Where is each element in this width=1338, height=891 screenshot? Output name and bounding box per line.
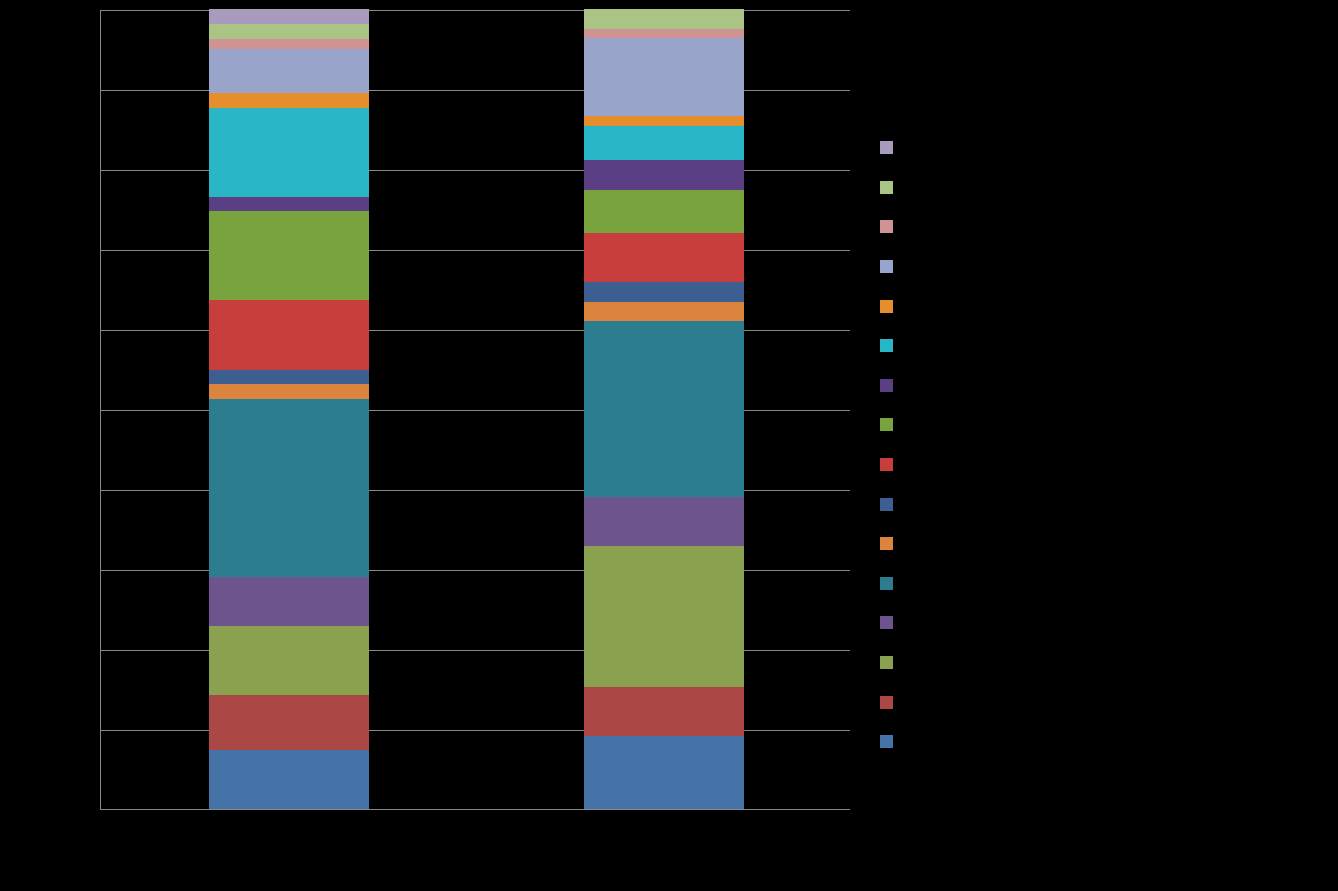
legend-label: Academic and intellectual development: [903, 496, 1111, 512]
segment: [209, 626, 369, 695]
legend-item: Networking: [880, 338, 1300, 354]
legend-swatch: [880, 300, 893, 313]
y-tick-label: 100%: [65, 4, 101, 16]
segment: [209, 197, 369, 212]
legend-item: Academic and intellectual development: [880, 496, 1300, 512]
legend-swatch: [880, 260, 893, 273]
segment: [584, 160, 744, 189]
legend-swatch: [880, 577, 893, 590]
segment: [209, 384, 369, 399]
legend-swatch: [880, 181, 893, 194]
legend-item: Personal motivation: [880, 219, 1300, 235]
bar-evaluator: [209, 9, 369, 809]
segment: [209, 577, 369, 626]
segment: [209, 695, 369, 749]
legend-label: Other: [903, 140, 933, 156]
segment: [584, 282, 744, 302]
segment: [584, 321, 744, 497]
legend-swatch: [880, 696, 893, 709]
legend-item: Diagnosis: [880, 734, 1300, 750]
y-tick-label: 10%: [71, 724, 101, 736]
segment: [209, 750, 369, 809]
legend-swatch: [880, 537, 893, 550]
segment: [584, 38, 744, 116]
segment: [584, 736, 744, 809]
legend-swatch: [880, 498, 893, 511]
legend-item: Social/behavioral/emotional development: [880, 655, 1300, 671]
x-tick-label: Peer: [652, 809, 675, 827]
legend-label: Classroom/ behavior management and envir…: [903, 694, 1248, 710]
segment: [584, 687, 744, 736]
legend-swatch: [880, 656, 893, 669]
legend-item: Systems/contextual (political, cultural,…: [880, 180, 1300, 196]
legend-label: Networking: [903, 338, 963, 354]
segment: [584, 302, 744, 322]
segment: [209, 370, 369, 385]
legend-label: Systems/contextual (political, cultural,…: [903, 180, 1183, 196]
x-tick-label: Evaluator: [265, 809, 311, 827]
segment: [209, 9, 369, 24]
legend-label: Career skills/Job readiness: [903, 417, 1047, 433]
segment: [209, 108, 369, 197]
legend-item: Classroom/ behavior management and envir…: [880, 694, 1300, 710]
legend-label: Personal self-improvement (e.g. control …: [903, 615, 1157, 631]
legend-swatch: [880, 735, 893, 748]
legend-item: Other: [880, 140, 1300, 156]
legend-label: Transition to adulthood: [903, 457, 1025, 473]
y-tick-label: 80%: [71, 164, 101, 176]
legend-item: Transition to adulthood: [880, 457, 1300, 473]
segment: [584, 190, 744, 234]
segment: [584, 116, 744, 126]
legend-item: Functional/Adaptive life skills (includi…: [880, 576, 1300, 592]
legend-item: Community-based services: [880, 298, 1300, 314]
legend-label: Personal motivation: [903, 219, 1008, 235]
legend: Other Systems/contextual (political, cult…: [880, 140, 1300, 774]
y-tick-label: 50%: [71, 404, 101, 416]
segment: [209, 93, 369, 108]
y-tick-label: 30%: [71, 564, 101, 576]
plot-area: 0%10%20%30%40%50%60%70%80%90%100%Evaluat…: [100, 10, 850, 810]
segment: [584, 546, 744, 687]
legend-swatch: [880, 616, 893, 629]
y-tick-label: 40%: [71, 484, 101, 496]
segment: [584, 497, 744, 546]
segment: [584, 126, 744, 160]
y-tick-label: 70%: [71, 244, 101, 256]
legend-swatch: [880, 141, 893, 154]
segment: [209, 24, 369, 39]
legend-swatch: [880, 339, 893, 352]
legend-label: Family support/relationships: [903, 259, 1052, 275]
y-tick-label: 90%: [71, 84, 101, 96]
segment: [584, 233, 744, 282]
segment: [209, 211, 369, 300]
legend-item: Personal self-improvement (e.g. control …: [880, 615, 1300, 631]
y-tick-label: 60%: [71, 324, 101, 336]
legend-swatch: [880, 458, 893, 471]
segment: [209, 39, 369, 49]
legend-item: Career skills/Job readiness: [880, 417, 1300, 433]
stacked-bar-chart: 0%10%20%30%40%50%60%70%80%90%100%Evaluat…: [60, 10, 1320, 840]
segment: [209, 300, 369, 369]
segment: [209, 399, 369, 577]
legend-item: ABA: [880, 536, 1300, 552]
legend-item: Family support/relationships: [880, 259, 1300, 275]
legend-swatch: [880, 379, 893, 392]
segment: [584, 29, 744, 39]
legend-swatch: [880, 220, 893, 233]
legend-swatch: [880, 418, 893, 431]
legend-label: ABA: [903, 536, 927, 552]
legend-label: Self-reliance/independence: [903, 378, 1048, 394]
y-tick-label: 20%: [71, 644, 101, 656]
bar-peer: [584, 9, 744, 809]
segment: [209, 49, 369, 93]
legend-label: Social/behavioral/emotional development: [903, 655, 1122, 671]
y-tick-label: 0%: [77, 804, 101, 816]
legend-label: Diagnosis: [903, 734, 956, 750]
legend-label: Community-based services: [903, 298, 1048, 314]
legend-item: Self-reliance/independence: [880, 378, 1300, 394]
legend-label: Functional/Adaptive life skills (includi…: [903, 576, 1199, 592]
segment: [584, 9, 744, 29]
